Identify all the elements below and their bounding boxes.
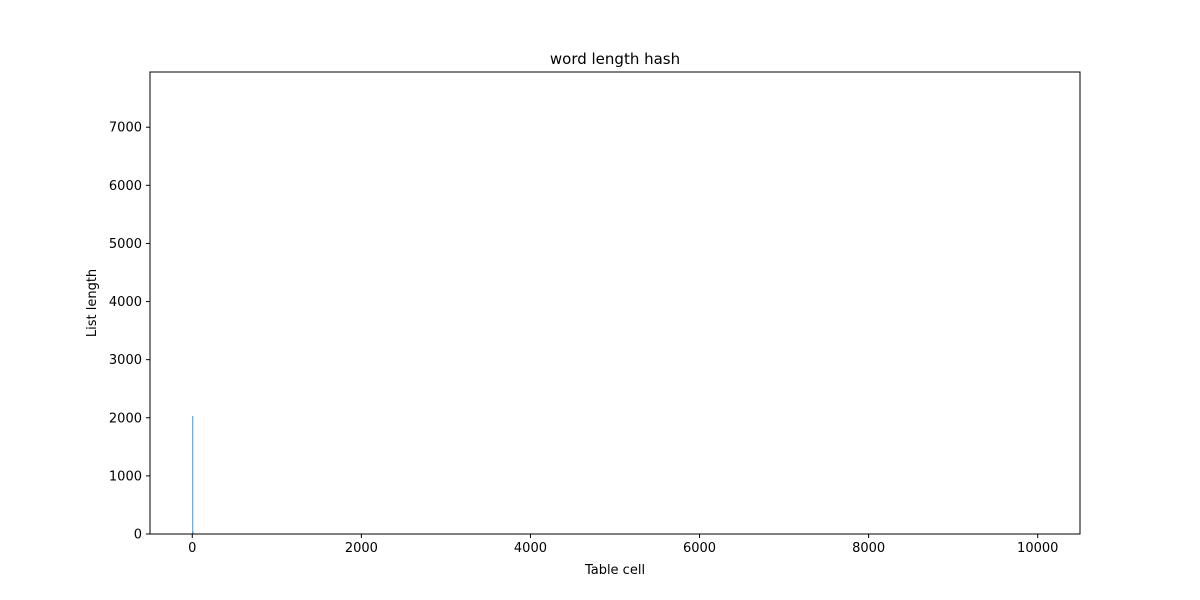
y-tick-label: 2000 (109, 411, 142, 426)
y-tick-label: 4000 (109, 295, 142, 310)
chart-title: word length hash (550, 50, 680, 68)
bars-group (192, 416, 194, 534)
y-tick-label: 6000 (109, 179, 142, 194)
plot-frame (149, 71, 1081, 535)
y-tick-label: 1000 (109, 469, 142, 484)
x-tick-label: 2000 (345, 541, 378, 556)
bar-1 (192, 416, 194, 534)
x-tick-label: 10000 (1017, 541, 1058, 556)
x-axis-label: Table cell (584, 563, 645, 578)
y-tick-label: 3000 (109, 353, 142, 368)
y-tick-label: 5000 (109, 237, 142, 252)
x-axis: 0 2000 4000 6000 8000 10000 (188, 534, 1058, 556)
y-tick-label: 0 (134, 528, 142, 543)
x-tick-label: 4000 (514, 541, 547, 556)
y-axis: 0 1000 2000 3000 4000 5000 6000 7000 (109, 121, 150, 543)
x-tick-label: 8000 (852, 541, 885, 556)
y-axis-label: List length (85, 269, 100, 337)
x-tick-label: 0 (188, 541, 196, 556)
y-tick-label: 7000 (109, 121, 142, 136)
x-tick-label: 6000 (683, 541, 716, 556)
